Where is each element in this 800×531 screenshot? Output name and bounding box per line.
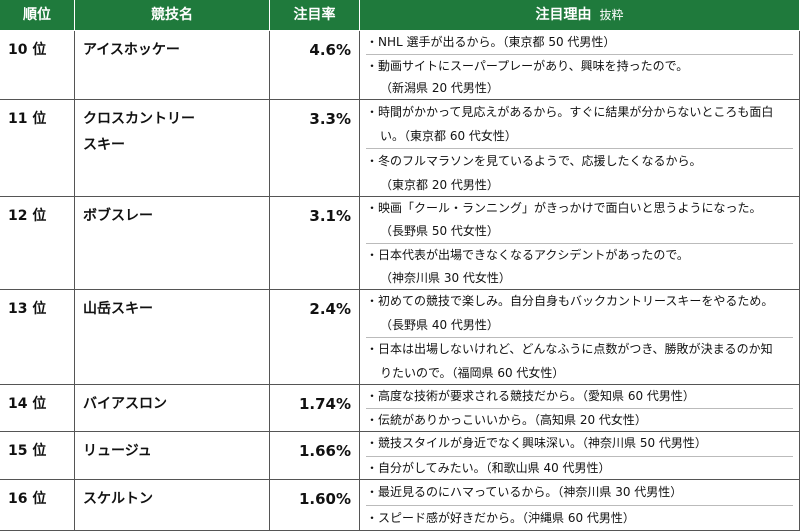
reason-line: ・日本代表が出場できなくなるアクシデントがあったので。 xyxy=(366,248,689,262)
sport: スケルトン xyxy=(75,480,270,531)
rank: 15 位 xyxy=(0,432,75,480)
reason-item: ・最近見るのにハマっているから。（神奈川県 30 代男性） xyxy=(366,480,793,506)
sport: バイアスロン xyxy=(75,385,270,432)
rank: 12 位 xyxy=(0,197,75,290)
reason-item: ・動画サイトにスーパープレーがあり、興味を持ったので。 （新潟県 20 代男性） xyxy=(366,55,793,99)
reason-item: ・映画「クール・ランニング」がきっかけで面白いと思うようになった。 （長野県 50… xyxy=(366,197,793,244)
reason-item: ・NHL 選手が出るから。（東京都 50 代男性） xyxy=(366,31,793,55)
reason-line: ・高度な技術が要求される競技だから。（愛知県 60 代男性） xyxy=(366,389,695,403)
reason-line: ・動画サイトにスーパープレーがあり、興味を持ったので。 xyxy=(366,58,689,73)
reason-line: ・最近見るのにハマっているから。（神奈川県 30 代男性） xyxy=(366,485,683,499)
reason-line: りたいので。（福岡県 60 代女性） xyxy=(380,365,565,380)
reasons: ・高度な技術が要求される競技だから。（愛知県 60 代男性） ・伝統がありかっこい… xyxy=(360,385,800,432)
sport-line: バイアスロン xyxy=(83,396,167,412)
sport-line: ボブスレー xyxy=(83,208,153,224)
reason-line: ・自分がしてみたい。（和歌山県 40 代男性） xyxy=(366,460,611,475)
reason-line: ・伝統がありかっこいいから。（高知県 20 代女性） xyxy=(366,413,647,427)
sport: アイスホッケー xyxy=(75,31,270,100)
sport-line: スキー xyxy=(83,137,125,153)
rate: 2.4% xyxy=(270,290,360,385)
sport: ボブスレー xyxy=(75,197,270,290)
reason-line: （新潟県 20 代男性） xyxy=(380,81,499,96)
reason-item: ・初めての競技で楽しみ。自分自身もバックカントリースキーをやるため。 （長野県 4… xyxy=(366,290,793,338)
reasons: ・最近見るのにハマっているから。（神奈川県 30 代男性） ・スピード感が好きだか… xyxy=(360,480,800,531)
rank: 14 位 xyxy=(0,385,75,432)
reason-item: ・時間がかかって見応えがあるから。すぐに結果が分からないところも面白い。（東京都… xyxy=(366,100,793,149)
reason-item: ・日本は出場しないけれど、どんなふうに点数がつき、勝敗が決まるのか知りたいので。… xyxy=(366,338,793,384)
rank: 16 位 xyxy=(0,480,75,531)
sport: 山岳スキー xyxy=(75,290,270,385)
reason-line: ・時間がかかって見応えがあるから。すぐに結果が分からないところも面白 xyxy=(366,105,774,119)
reason-item: ・冬のフルマラソンを見ているようで、応援したくなるから。 （東京都 20 代男性） xyxy=(366,149,793,196)
rate: 4.6% xyxy=(270,31,360,100)
rate: 1.60% xyxy=(270,480,360,531)
sport: リュージュ xyxy=(75,432,270,480)
reasons: ・映画「クール・ランニング」がきっかけで面白いと思うようになった。 （長野県 50… xyxy=(360,197,800,290)
sport-line: 山岳スキー xyxy=(83,301,153,317)
reasons: ・NHL 選手が出るから。（東京都 50 代男性） ・動画サイトにスーパープレーが… xyxy=(360,31,800,100)
reason-item: ・伝統がありかっこいいから。（高知県 20 代女性） xyxy=(366,409,793,431)
rate: 1.74% xyxy=(270,385,360,432)
header-reason-note: 抜粋 xyxy=(599,8,624,22)
rate: 3.1% xyxy=(270,197,360,290)
reason-line: （長野県 40 代男性） xyxy=(380,317,499,332)
rate: 1.66% xyxy=(270,432,360,480)
reason-line: い。（東京都 60 代女性） xyxy=(380,129,517,143)
reason-line: ・NHL 選手が出るから。（東京都 50 代男性） xyxy=(366,35,616,49)
rank: 10 位 xyxy=(0,31,75,100)
sport-line: スケルトン xyxy=(83,491,153,507)
reason-line: （東京都 20 代男性） xyxy=(380,178,499,192)
reason-item: ・スピード感が好きだから。（沖縄県 60 代男性） xyxy=(366,506,793,530)
reason-line: （神奈川県 30 代女性） xyxy=(380,271,511,285)
reasons: ・競技スタイルが身近でなく興味深い。（神奈川県 50 代男性） ・自分がしてみたい… xyxy=(360,432,800,480)
reason-item: ・自分がしてみたい。（和歌山県 40 代男性） xyxy=(366,457,793,480)
reason-item: ・日本代表が出場できなくなるアクシデントがあったので。 （神奈川県 30 代女性） xyxy=(366,244,793,289)
reason-line: ・初めての競技で楽しみ。自分自身もバックカントリースキーをやるため。 xyxy=(366,294,774,308)
reason-item: ・高度な技術が要求される競技だから。（愛知県 60 代男性） xyxy=(366,385,793,409)
reason-line: ・映画「クール・ランニング」がきっかけで面白いと思うようになった。 xyxy=(366,201,762,215)
reason-line: ・競技スタイルが身近でなく興味深い。（神奈川県 50 代男性） xyxy=(366,436,707,450)
reason-line: （長野県 50 代女性） xyxy=(380,224,499,238)
rank: 13 位 xyxy=(0,290,75,385)
reason-line: ・冬のフルマラソンを見ているようで、応援したくなるから。 xyxy=(366,154,702,168)
reasons: ・時間がかかって見応えがあるから。すぐに結果が分からないところも面白い。（東京都… xyxy=(360,100,800,197)
header-rate: 注目率 xyxy=(270,0,360,31)
header-reason-text: 注目理由 xyxy=(535,7,592,23)
sport: クロスカントリー スキー xyxy=(75,100,270,197)
reason-line: ・日本は出場しないけれど、どんなふうに点数がつき、勝敗が決まるのか知 xyxy=(366,342,773,356)
reason-item: ・競技スタイルが身近でなく興味深い。（神奈川県 50 代男性） xyxy=(366,432,793,457)
reason-line: ・スピード感が好きだから。（沖縄県 60 代男性） xyxy=(366,511,635,525)
sport-line: クロスカントリー xyxy=(83,111,195,127)
rate: 3.3% xyxy=(270,100,360,197)
header-sport: 競技名 xyxy=(75,0,270,31)
reasons: ・初めての競技で楽しみ。自分自身もバックカントリースキーをやるため。 （長野県 4… xyxy=(360,290,800,385)
sport-line: アイスホッケー xyxy=(83,42,180,58)
rank: 11 位 xyxy=(0,100,75,197)
header-reason: 注目理由 抜粋 xyxy=(360,0,800,31)
header-rank: 順位 xyxy=(0,0,75,31)
sport-line: リュージュ xyxy=(83,443,152,459)
